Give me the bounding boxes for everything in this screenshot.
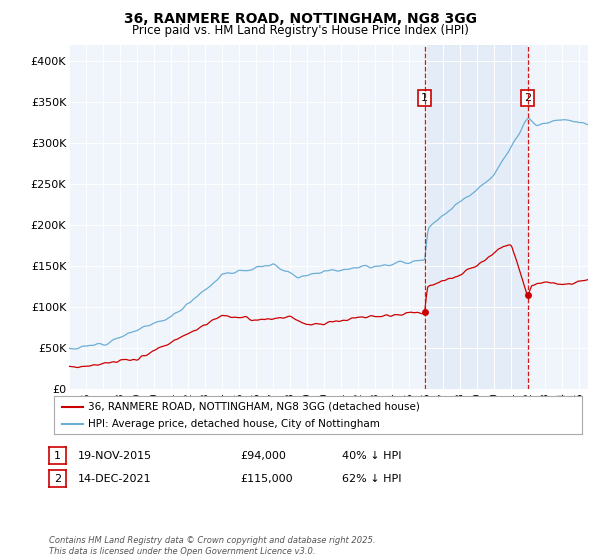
Text: 19-NOV-2015: 19-NOV-2015	[78, 451, 152, 461]
Text: £94,000: £94,000	[240, 451, 286, 461]
Text: 1: 1	[54, 451, 61, 461]
Text: 62% ↓ HPI: 62% ↓ HPI	[342, 474, 401, 484]
Text: 36, RANMERE ROAD, NOTTINGHAM, NG8 3GG (detached house): 36, RANMERE ROAD, NOTTINGHAM, NG8 3GG (d…	[88, 402, 420, 412]
Text: 14-DEC-2021: 14-DEC-2021	[78, 474, 152, 484]
Text: HPI: Average price, detached house, City of Nottingham: HPI: Average price, detached house, City…	[88, 419, 380, 430]
Bar	[425, 45, 528, 389]
Text: 40% ↓ HPI: 40% ↓ HPI	[342, 451, 401, 461]
Text: 2: 2	[524, 93, 532, 103]
Text: Price paid vs. HM Land Registry's House Price Index (HPI): Price paid vs. HM Land Registry's House …	[131, 24, 469, 36]
Text: 36, RANMERE ROAD, NOTTINGHAM, NG8 3GG: 36, RANMERE ROAD, NOTTINGHAM, NG8 3GG	[124, 12, 476, 26]
Text: 2: 2	[54, 474, 61, 484]
Text: £115,000: £115,000	[240, 474, 293, 484]
Text: 1: 1	[421, 93, 428, 103]
Text: Contains HM Land Registry data © Crown copyright and database right 2025.
This d: Contains HM Land Registry data © Crown c…	[49, 536, 376, 556]
